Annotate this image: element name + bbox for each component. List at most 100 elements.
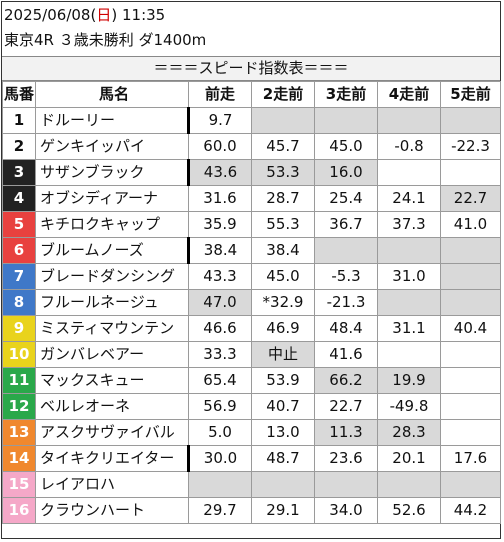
speed-4-races-ago: -49.8: [377, 393, 441, 420]
speed-last-race: 29.7: [188, 497, 252, 524]
speed-5-races-ago: [440, 367, 501, 394]
speed-last-race: 43.3: [188, 263, 252, 290]
horse-name: サザンブラック: [35, 159, 189, 186]
table-row: 7 ブレードダンシング 43.3 45.0 -5.3 31.0: [2, 263, 501, 290]
speed-5-races-ago: 40.4: [440, 315, 501, 342]
speed-5-races-ago: [440, 341, 501, 368]
speed-5-races-ago: [440, 289, 501, 316]
speed-3-races-ago: 45.0: [314, 133, 378, 160]
horse-number: 1: [2, 107, 36, 134]
speed-5-races-ago: 22.7: [440, 185, 501, 212]
horse-number: 3: [2, 159, 36, 186]
speed-index-table: 馬番 馬名 前走 2走前 3走前 4走前 5走前 1 ドルーリー 9.7 2 ゲンキイッ…: [2, 81, 501, 524]
horse-number: 5: [2, 211, 36, 238]
table-row: 1 ドルーリー 9.7: [2, 107, 501, 134]
table-row: 6 ブルームノーズ 38.4 38.4: [2, 237, 501, 264]
speed-3-races-ago: 25.4: [314, 185, 378, 212]
speed-2-races-ago: 53.9: [251, 367, 315, 394]
speed-last-race: 43.6: [187, 159, 252, 186]
horse-number: 12: [2, 393, 36, 420]
speed-last-race: 38.4: [187, 237, 252, 264]
speed-3-races-ago: [314, 107, 378, 134]
horse-name: ベルレオーネ: [35, 393, 189, 420]
table-row: 9 ミスティマウンテン 46.6 46.9 48.4 31.1 40.4: [2, 315, 501, 342]
weekday-close: ): [111, 6, 118, 24]
speed-3-races-ago: 23.6: [314, 445, 378, 472]
horse-number: 9: [2, 315, 36, 342]
table-row: 15 レイアロハ: [2, 471, 501, 498]
speed-4-races-ago: -0.8: [377, 133, 441, 160]
speed-4-races-ago: [377, 237, 441, 264]
speed-2-races-ago: [251, 107, 315, 134]
speed-last-race: 47.0: [188, 289, 252, 316]
speed-5-races-ago: 44.2: [440, 497, 501, 524]
speed-3-races-ago: 36.7: [314, 211, 378, 238]
speed-4-races-ago: 20.1: [377, 445, 441, 472]
speed-2-races-ago: 中止: [251, 341, 315, 368]
table-row: 11 マックスキュー 65.4 53.9 66.2 19.9: [2, 367, 501, 394]
horse-name: ゲンキイッパイ: [35, 133, 189, 160]
speed-last-race: 56.9: [188, 393, 252, 420]
speed-2-races-ago: [251, 471, 315, 498]
speed-2-races-ago: 45.0: [251, 263, 315, 290]
horse-name: ブレードダンシング: [35, 263, 189, 290]
speed-4-races-ago: 19.9: [377, 367, 441, 394]
speed-last-race: 5.0: [188, 419, 252, 446]
table-row: 14 タイキクリエイター 30.0 48.7 23.6 20.1 17.6: [2, 445, 501, 472]
speed-3-races-ago: -21.3: [314, 289, 378, 316]
weekday-open: (: [90, 6, 97, 24]
horse-name: タイキクリエイター: [35, 445, 189, 472]
horse-name: アスクサヴァイバル: [35, 419, 189, 446]
speed-2-races-ago: 29.1: [251, 497, 315, 524]
speed-last-race: 9.7: [187, 107, 252, 134]
speed-3-races-ago: 16.0: [314, 159, 378, 186]
speed-3-races-ago: 22.7: [314, 393, 378, 420]
speed-4-races-ago: 31.0: [377, 263, 441, 290]
speed-2-races-ago: 48.7: [251, 445, 315, 472]
horse-name: ブルームノーズ: [35, 237, 189, 264]
horse-number: 11: [2, 367, 36, 394]
horse-number: 7: [2, 263, 36, 290]
header-2-races-ago: 2走前: [251, 81, 315, 108]
speed-4-races-ago: [377, 159, 441, 186]
table-row: 13 アスクサヴァイバル 5.0 13.0 11.3 28.3: [2, 419, 501, 446]
speed-5-races-ago: [440, 237, 501, 264]
speed-2-races-ago: *32.9: [251, 289, 315, 316]
speed-5-races-ago: [440, 393, 501, 420]
speed-5-races-ago: [440, 159, 501, 186]
speed-last-race: 46.6: [188, 315, 252, 342]
speed-last-race: [188, 471, 252, 498]
table-row: 4 オブシディアーナ 31.6 28.7 25.4 24.1 22.7: [2, 185, 501, 212]
speed-4-races-ago: [377, 289, 441, 316]
speed-last-race: 60.0: [188, 133, 252, 160]
horse-number: 15: [2, 471, 36, 498]
speed-4-races-ago: [377, 107, 441, 134]
header-3-races-ago: 3走前: [314, 81, 378, 108]
horse-number: 6: [2, 237, 36, 264]
table-row: 2 ゲンキイッパイ 60.0 45.7 45.0 -0.8 -22.3: [2, 133, 501, 160]
horse-number: 10: [2, 341, 36, 368]
speed-3-races-ago: 41.6: [314, 341, 378, 368]
speed-last-race: 35.9: [188, 211, 252, 238]
speed-5-races-ago: 17.6: [440, 445, 501, 472]
horse-name: オブシディアーナ: [35, 185, 189, 212]
race-weekday: 日: [96, 6, 112, 24]
horse-name: レイアロハ: [35, 471, 189, 498]
table-row: 16 クラウンハート 29.7 29.1 34.0 52.6 44.2: [2, 497, 501, 524]
speed-4-races-ago: [377, 471, 441, 498]
speed-3-races-ago: [314, 471, 378, 498]
speed-index-banner: ＝＝＝スピード指数表＝＝＝: [2, 56, 500, 81]
horse-number: 2: [2, 133, 36, 160]
speed-2-races-ago: 45.7: [251, 133, 315, 160]
table-row: 10 ガンバレベアー 33.3 中止 41.6: [2, 341, 501, 368]
horse-name: ドルーリー: [35, 107, 189, 134]
horse-name: キチロクキャップ: [35, 211, 189, 238]
table-row: 5 キチロクキャップ 35.9 55.3 36.7 37.3 41.0: [2, 211, 501, 238]
horse-number: 14: [2, 445, 36, 472]
speed-5-races-ago: -22.3: [440, 133, 501, 160]
speed-3-races-ago: -5.3: [314, 263, 378, 290]
table-row: 8 フルールネージュ 47.0 *32.9 -21.3: [2, 289, 501, 316]
speed-4-races-ago: 37.3: [377, 211, 441, 238]
table-row: 12 ベルレオーネ 56.9 40.7 22.7 -49.8: [2, 393, 501, 420]
